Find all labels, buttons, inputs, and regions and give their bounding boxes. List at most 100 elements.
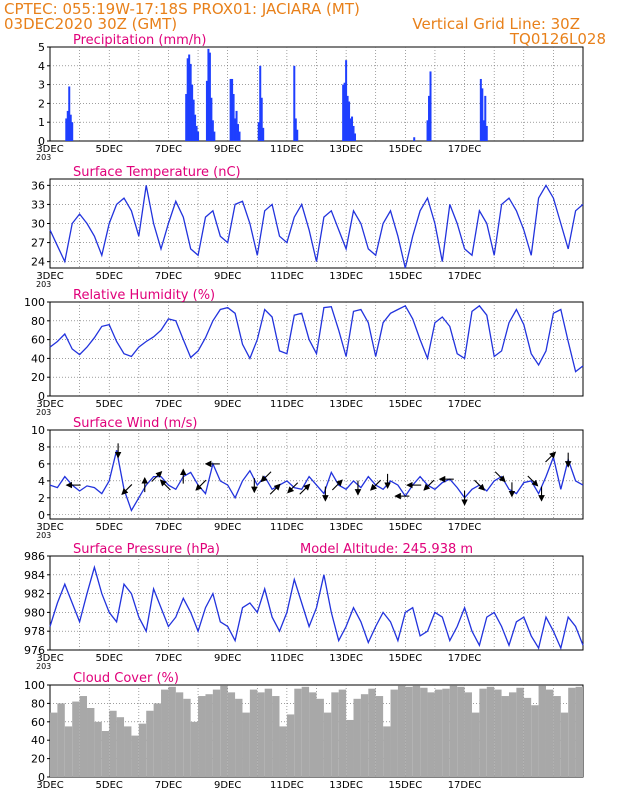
bar bbox=[531, 705, 539, 777]
bar bbox=[343, 82, 346, 141]
x-year-label: 203 bbox=[36, 280, 51, 289]
bar bbox=[213, 131, 216, 141]
y-tick-label: 8 bbox=[38, 441, 45, 454]
x-tick-label: 7DEC bbox=[155, 144, 182, 155]
series-line bbox=[49, 304, 584, 373]
bar bbox=[345, 60, 348, 141]
bar bbox=[368, 688, 376, 777]
bar bbox=[153, 703, 162, 777]
panel-5 bbox=[47, 555, 584, 651]
x-tick-label: 3DEC bbox=[36, 144, 63, 155]
bar bbox=[413, 137, 416, 141]
bar bbox=[237, 124, 240, 141]
bar bbox=[429, 71, 432, 141]
y-tick-label: 984 bbox=[24, 569, 45, 582]
bar bbox=[485, 125, 488, 141]
bar bbox=[353, 698, 361, 777]
panel-title: Relative Humidity (%) bbox=[73, 288, 215, 303]
bar bbox=[272, 696, 280, 777]
bar bbox=[183, 698, 191, 777]
bar bbox=[331, 692, 339, 777]
bar bbox=[353, 133, 356, 141]
bar bbox=[352, 125, 355, 141]
x-year-label: 203 bbox=[36, 662, 51, 671]
x-year-label: 203 bbox=[36, 531, 51, 540]
wind-arrow bbox=[494, 471, 506, 483]
x-tick-label: 5DEC bbox=[96, 522, 123, 533]
wind-arrow bbox=[527, 475, 539, 487]
bar bbox=[264, 688, 273, 777]
bar bbox=[553, 696, 561, 777]
x-tick-label: 17DEC bbox=[448, 653, 482, 664]
bar bbox=[279, 726, 287, 777]
y-tick-label: 1 bbox=[38, 116, 45, 129]
wind-arrow bbox=[287, 482, 299, 494]
bar bbox=[185, 94, 188, 141]
bar bbox=[138, 723, 147, 777]
bar bbox=[442, 688, 450, 777]
bar bbox=[198, 696, 206, 777]
x-tick-label: 11DEC bbox=[270, 780, 304, 791]
bar bbox=[286, 714, 295, 777]
bar bbox=[501, 696, 509, 777]
bar bbox=[188, 54, 191, 141]
y-tick-label: 0 bbox=[38, 771, 45, 784]
bar bbox=[259, 65, 262, 141]
wind-arrow bbox=[545, 451, 557, 463]
bar bbox=[186, 58, 189, 141]
wind-arrow bbox=[423, 479, 435, 491]
x-tick-label: 9DEC bbox=[214, 399, 241, 410]
bar bbox=[427, 692, 435, 777]
wind-arrow bbox=[370, 479, 382, 491]
x-tick-label: 7DEC bbox=[155, 399, 182, 410]
panel-2 bbox=[47, 178, 584, 269]
wind-arrow bbox=[159, 479, 171, 491]
x-tick-label: 15DEC bbox=[388, 144, 422, 155]
bar bbox=[249, 689, 258, 777]
y-tick-label: 60 bbox=[31, 334, 45, 347]
y-tick-label: 40 bbox=[31, 352, 45, 365]
y-tick-label: 0 bbox=[38, 509, 45, 522]
bar bbox=[296, 129, 299, 141]
station-info: CPTEC: 055:19W-17:18S PROX01: JACIARA (M… bbox=[4, 0, 360, 18]
y-tick-label: 80 bbox=[31, 315, 45, 328]
x-tick-label: 9DEC bbox=[214, 522, 241, 533]
bar bbox=[65, 118, 68, 141]
bar bbox=[175, 692, 184, 777]
y-tick-label: 2 bbox=[38, 97, 45, 110]
bar bbox=[232, 94, 235, 141]
panel-title: Surface Temperature (nC) bbox=[73, 165, 241, 180]
y-tick-label: 10 bbox=[31, 424, 45, 437]
y-tick-label: 4 bbox=[38, 475, 45, 488]
bar bbox=[457, 686, 465, 777]
bar bbox=[479, 78, 482, 141]
y-tick-label: 6 bbox=[38, 458, 45, 471]
x-tick-label: 11DEC bbox=[270, 271, 304, 282]
x-tick-label: 15DEC bbox=[388, 399, 422, 410]
x-tick-label: 3DEC bbox=[36, 653, 63, 664]
bar bbox=[293, 65, 296, 141]
bar bbox=[212, 689, 221, 777]
bar bbox=[238, 131, 241, 141]
series-line bbox=[49, 184, 584, 269]
bar bbox=[190, 721, 199, 777]
bar bbox=[64, 726, 73, 777]
y-tick-label: 100 bbox=[24, 679, 45, 692]
wind-arrow bbox=[331, 479, 343, 491]
panel-6 bbox=[47, 684, 584, 778]
bar bbox=[434, 689, 443, 777]
bar bbox=[124, 726, 132, 777]
bar bbox=[161, 689, 169, 777]
panel-title: Cloud Cover (%) bbox=[73, 671, 179, 686]
header: CPTEC: 055:19W-17:18S PROX01: JACIARA (M… bbox=[0, 0, 618, 47]
x-tick-label: 11DEC bbox=[270, 653, 304, 664]
bar bbox=[349, 118, 352, 141]
bar bbox=[50, 712, 58, 777]
bar bbox=[257, 692, 265, 777]
y-tick-label: 33 bbox=[31, 198, 45, 211]
wind-arrow bbox=[121, 484, 133, 496]
bar bbox=[257, 122, 260, 141]
bar bbox=[516, 687, 524, 777]
bar bbox=[197, 131, 200, 141]
x-tick-label: 9DEC bbox=[214, 144, 241, 155]
